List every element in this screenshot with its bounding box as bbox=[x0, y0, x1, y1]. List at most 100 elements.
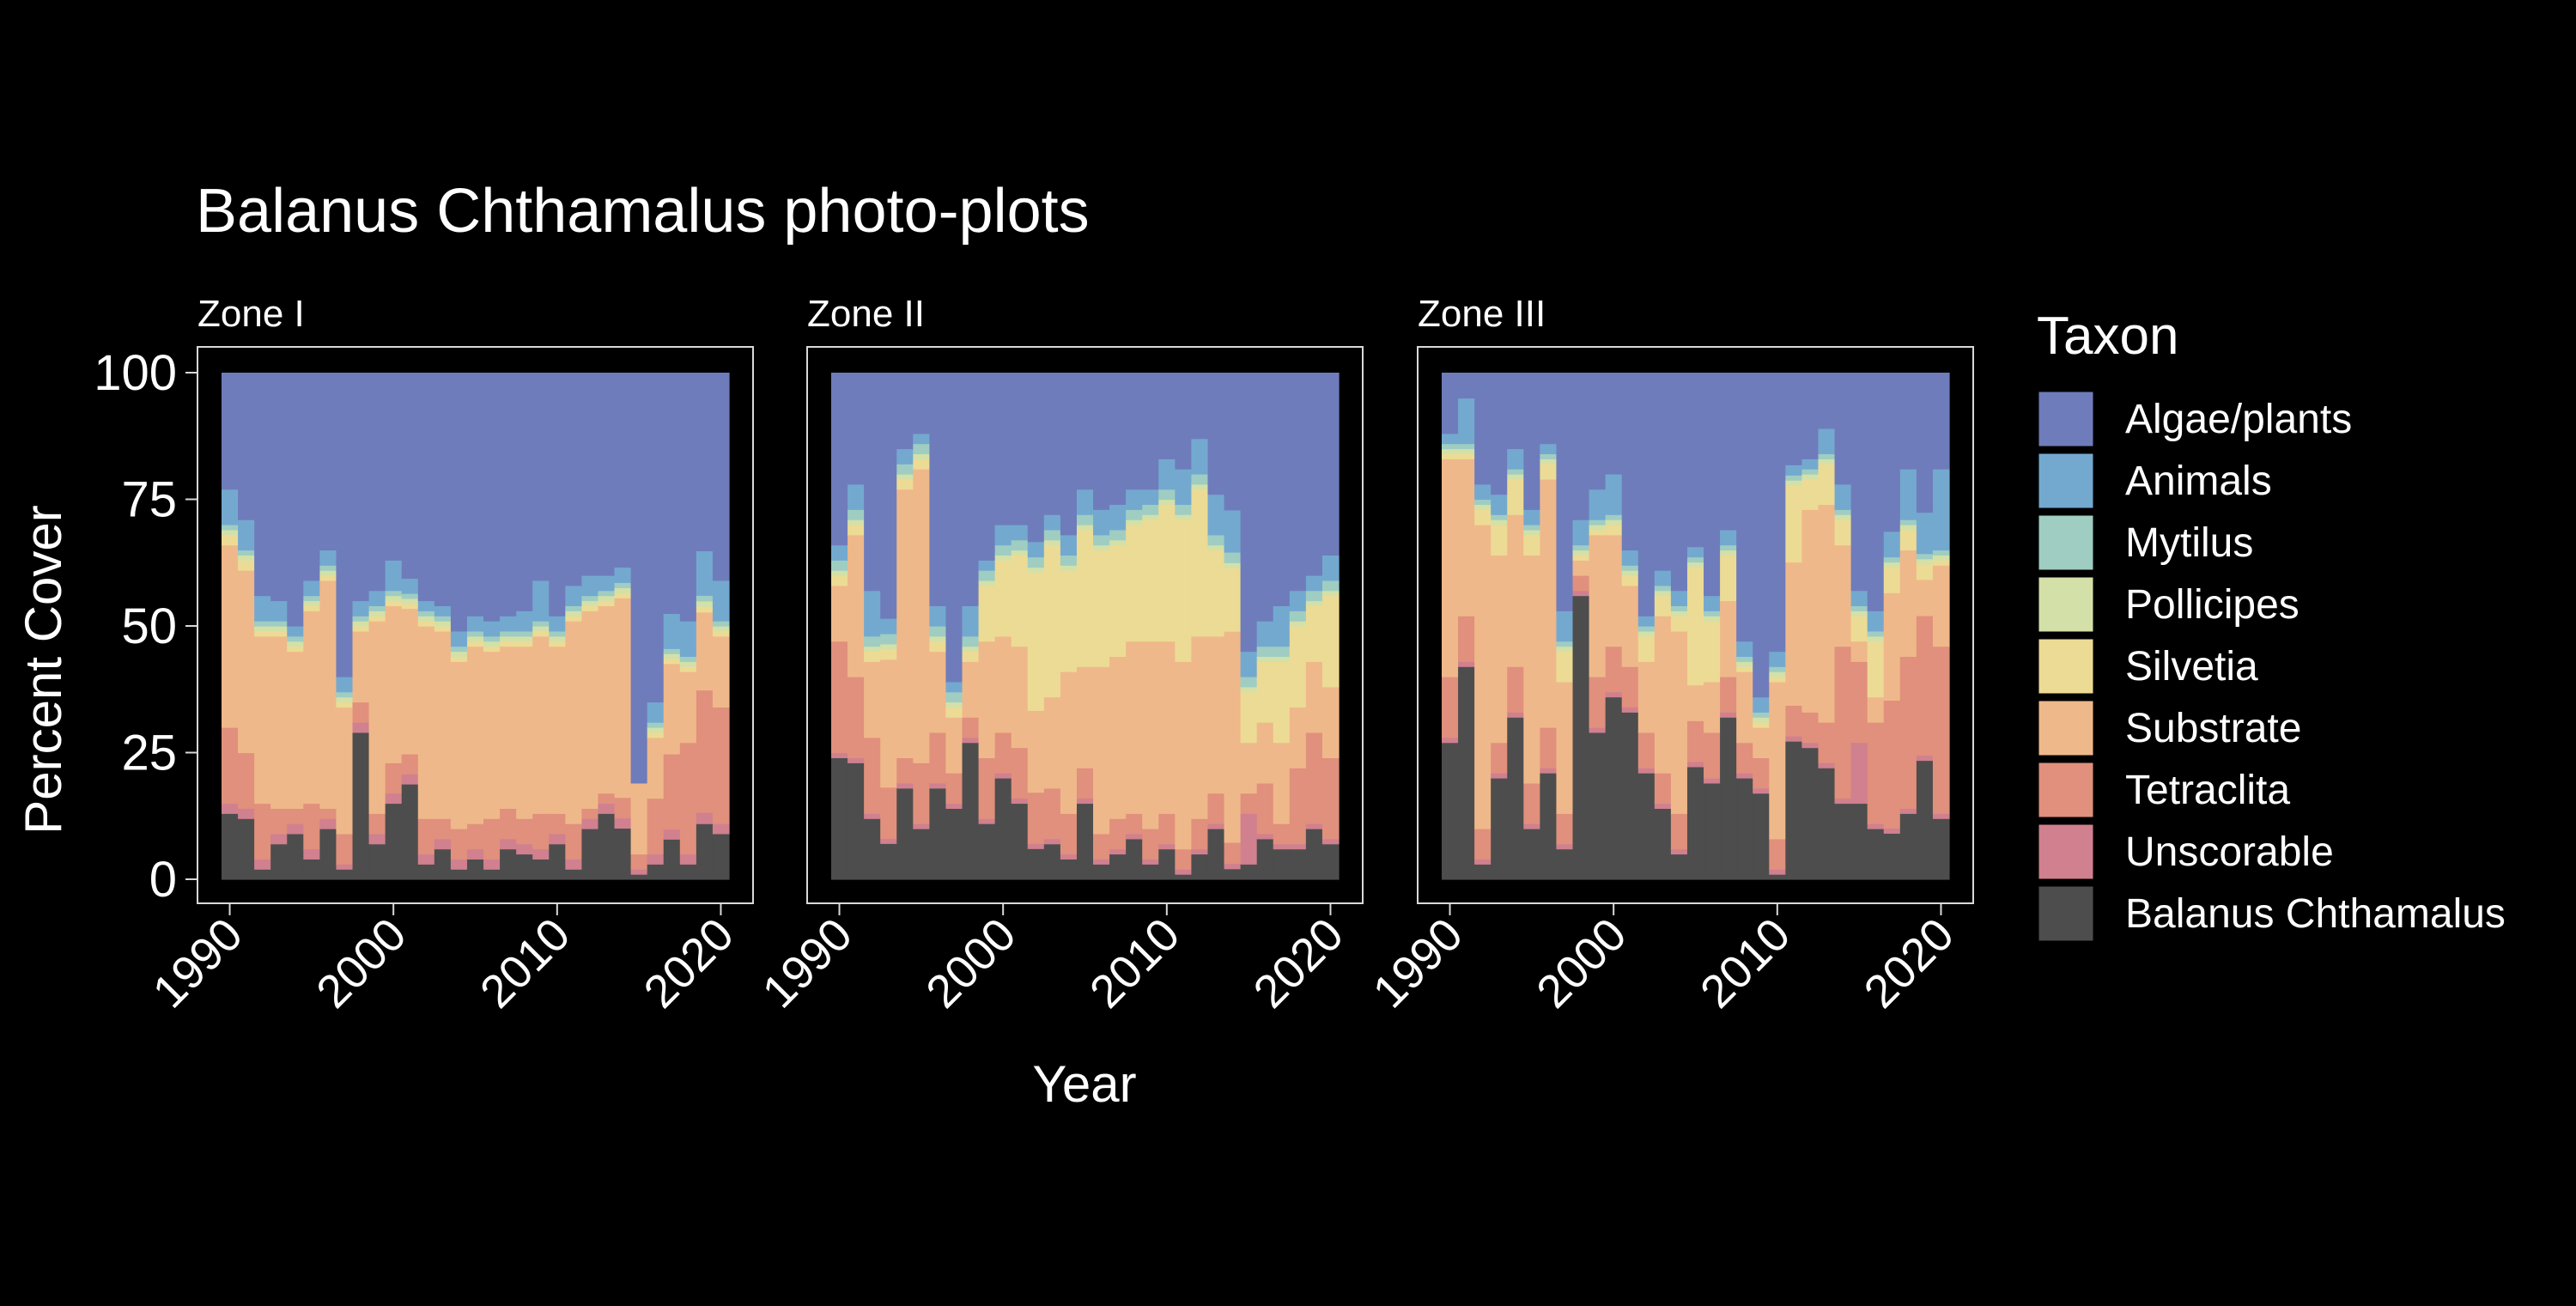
bar-segment-substrate bbox=[1621, 585, 1639, 667]
bar-segment-silvetia bbox=[1899, 529, 1917, 551]
bar-segment-substrate bbox=[598, 605, 616, 794]
bar-segment-silvetia bbox=[1637, 635, 1656, 662]
bar-segment-silvetia bbox=[962, 651, 980, 662]
bar-segment-pollicipes bbox=[385, 595, 403, 602]
bar-segment-animals bbox=[352, 600, 370, 617]
bar-segment-balanus-chthamalus bbox=[466, 859, 484, 880]
bar-segment-balanus-chthamalus bbox=[945, 808, 963, 880]
bar-segment-pollicipes bbox=[994, 555, 1012, 561]
bar-segment-silvetia bbox=[1109, 544, 1127, 657]
bar-segment-silvetia bbox=[1834, 519, 1852, 546]
bar-segment-silvetia bbox=[565, 616, 583, 622]
bar-segment-algae-plants bbox=[1654, 373, 1672, 571]
bar-segment-silvetia bbox=[336, 702, 354, 708]
bar-segment-animals bbox=[880, 618, 897, 635]
bar-segment-tetraclita bbox=[1491, 742, 1508, 774]
bar-segment-balanus-chthamalus bbox=[848, 762, 865, 880]
bar-segment-unscorable bbox=[864, 813, 881, 819]
bar-segment-animals bbox=[1224, 509, 1242, 553]
bar-segment-balanus-chthamalus bbox=[864, 818, 881, 880]
bar-segment-pollicipes bbox=[864, 646, 881, 653]
bar-segment-substrate bbox=[880, 659, 897, 788]
bar-segment-mytilus bbox=[1442, 443, 1459, 450]
bar-segment-unscorable bbox=[1605, 691, 1623, 698]
bar-segment-pollicipes bbox=[222, 529, 239, 536]
bar-segment-mytilus bbox=[848, 509, 865, 520]
bar-segment-pollicipes bbox=[1883, 562, 1901, 568]
bar-segment-balanus-chthamalus bbox=[1256, 838, 1274, 880]
bar-segment-substrate bbox=[1126, 641, 1143, 814]
bar-segment-tetraclita bbox=[712, 707, 730, 824]
bar-segment-unscorable bbox=[1883, 828, 1901, 834]
bar-segment-animals bbox=[929, 605, 947, 627]
bar-segment-algae-plants bbox=[450, 373, 468, 632]
bar-segment-mytilus bbox=[614, 582, 632, 588]
bar-segment-substrate bbox=[1736, 671, 1753, 744]
bar-segment-substrate bbox=[896, 489, 914, 758]
bar-segment-animals bbox=[1507, 448, 1524, 470]
bar-segment-unscorable bbox=[1126, 833, 1143, 840]
bar-segment-mytilus bbox=[1720, 544, 1737, 551]
legend-swatch bbox=[2036, 451, 2096, 511]
bar-segment-silvetia bbox=[401, 603, 419, 610]
legend-item-substrate: Substrate bbox=[2036, 698, 2301, 758]
bar-segment-balanus-chthamalus bbox=[1704, 782, 1721, 880]
bar-segment-animals bbox=[1736, 641, 1753, 657]
bar-segment-silvetia bbox=[450, 656, 468, 662]
bar-segment-mytilus bbox=[962, 635, 980, 647]
bar-segment-balanus-chthamalus bbox=[1834, 803, 1852, 880]
bar-segment-pollicipes bbox=[1491, 519, 1508, 525]
bar-segment-balanus-chthamalus bbox=[549, 843, 566, 880]
y-axis-title: Percent Cover bbox=[15, 505, 72, 835]
bar-segment-silvetia bbox=[500, 641, 517, 647]
bar-segment-tetraclita bbox=[1321, 757, 1340, 840]
bar-segment-tetraclita bbox=[1932, 646, 1950, 814]
bar-segment-mytilus bbox=[1321, 580, 1340, 592]
bar-segment-silvetia bbox=[614, 592, 632, 598]
bar-segment-tetraclita bbox=[1224, 841, 1242, 865]
bar-segment-animals bbox=[466, 616, 484, 632]
bar-segment-substrate bbox=[1158, 641, 1176, 814]
bar-segment-algae-plants bbox=[1785, 373, 1803, 465]
bar-segment-tetraclita bbox=[1621, 666, 1639, 708]
bar-segment-pollicipes bbox=[417, 616, 435, 622]
bar-segment-substrate bbox=[483, 651, 501, 819]
legend-swatch bbox=[2036, 574, 2096, 635]
bar-segment-unscorable bbox=[466, 848, 484, 860]
bar-segment-pollicipes bbox=[1572, 550, 1590, 556]
bar-segment-tetraclita bbox=[614, 797, 632, 819]
bar-segment-algae-plants bbox=[516, 373, 533, 611]
legend-swatch bbox=[2036, 389, 2096, 449]
bar-segment-balanus-chthamalus bbox=[532, 859, 550, 880]
bar-segment-unscorable bbox=[647, 853, 665, 865]
bar-segment-tetraclita bbox=[1801, 712, 1820, 744]
legend-label: Unscorable bbox=[2125, 829, 2334, 875]
bar-segment-unscorable bbox=[1256, 833, 1274, 840]
bar-segment-unscorable bbox=[896, 782, 914, 789]
bar-segment-silvetia bbox=[319, 575, 337, 581]
bar-segment-pollicipes bbox=[1321, 590, 1340, 597]
bar-segment-unscorable bbox=[565, 859, 583, 870]
bar-segment-unscorable bbox=[434, 838, 452, 850]
bar-segment-mytilus bbox=[647, 722, 665, 728]
bar-segment-pollicipes bbox=[368, 610, 386, 617]
bar-segment-balanus-chthamalus bbox=[831, 757, 848, 880]
bar-segment-tetraclita bbox=[962, 717, 980, 738]
bar-segment-tetraclita bbox=[831, 641, 848, 754]
bar-segment-unscorable bbox=[1785, 736, 1803, 742]
legend-item-mytilus: Mytilus bbox=[2036, 513, 2253, 573]
bar-segment-animals bbox=[565, 585, 583, 606]
bar-segment-unscorable bbox=[1191, 848, 1209, 855]
bar-segment-pollicipes bbox=[880, 643, 897, 650]
legend-label: Tetraclita bbox=[2125, 768, 2290, 813]
bar-segment-tetraclita bbox=[319, 808, 337, 819]
bar-segment-substrate bbox=[1670, 630, 1688, 814]
bar-segment-pollicipes bbox=[945, 702, 963, 708]
bar-segment-tetraclita bbox=[679, 742, 697, 855]
bar-segment-algae-plants bbox=[222, 373, 239, 490]
bar-segment-silvetia bbox=[663, 658, 681, 665]
bar-segment-mytilus bbox=[222, 525, 239, 531]
bar-segment-tetraclita bbox=[1818, 722, 1836, 763]
bar-segment-unscorable bbox=[1442, 737, 1459, 744]
bar-segment-mytilus bbox=[450, 646, 468, 653]
